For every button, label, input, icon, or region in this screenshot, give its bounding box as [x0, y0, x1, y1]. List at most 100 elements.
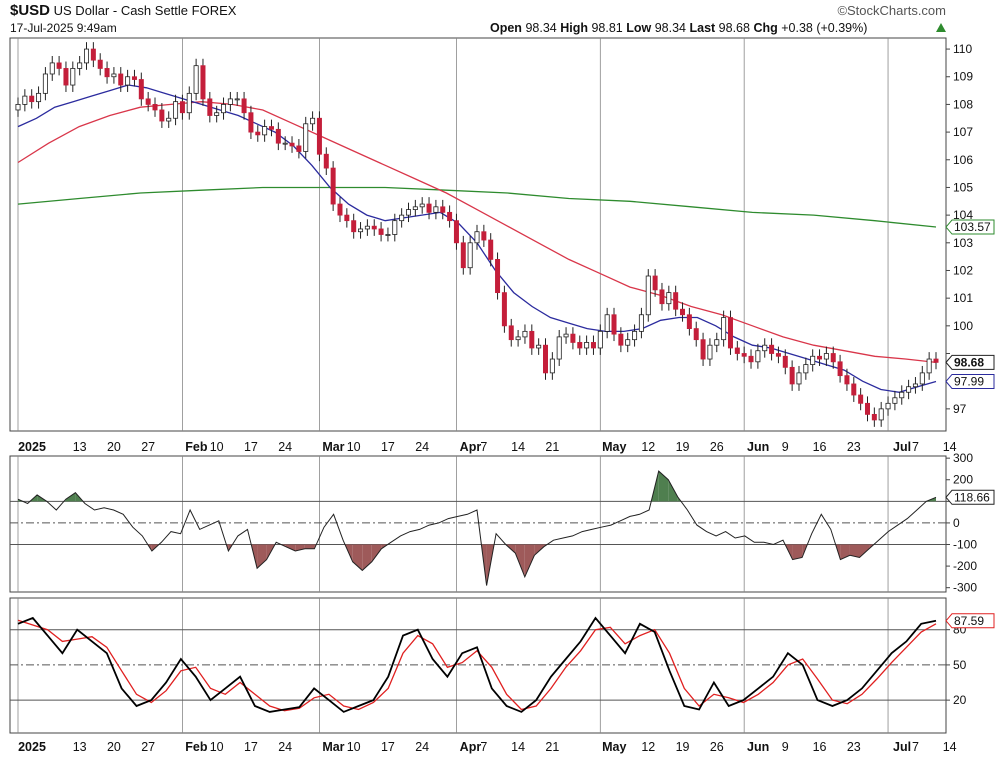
candle-body: [789, 366, 795, 385]
x-tick-label: 26: [710, 440, 724, 454]
x-tick-label: Feb: [185, 440, 208, 454]
candle: [358, 222, 364, 239]
x-tick-label: 24: [415, 440, 429, 454]
candle: [673, 285, 679, 317]
candle: [296, 139, 302, 159]
candle: [666, 285, 672, 311]
cci-y-tick-label: -200: [953, 559, 977, 573]
cci-last-tag-text: 118.66: [954, 490, 990, 504]
candle: [159, 103, 165, 128]
candle: [810, 349, 816, 372]
candle-body: [15, 104, 21, 111]
candle: [234, 91, 240, 106]
chart-datetime: 17-Jul-2025 9:49am: [10, 21, 117, 35]
candle-body: [673, 292, 679, 310]
candle-body: [358, 228, 364, 233]
candle-body: [919, 372, 925, 385]
candle: [625, 332, 631, 353]
x-tick-label: 9: [782, 440, 789, 454]
candle-body: [769, 344, 775, 354]
cci-last-tag: 118.66: [945, 489, 995, 505]
candle-body: [84, 48, 90, 64]
x-tick-label: 17: [381, 440, 395, 454]
x-tick-label: 17: [244, 440, 258, 454]
candle: [227, 91, 233, 112]
x-tick-label-bottom: May: [602, 740, 626, 754]
candle-body: [36, 92, 42, 103]
candle-body: [817, 355, 823, 360]
candle: [789, 360, 795, 391]
candle-body: [131, 76, 137, 80]
candle: [919, 365, 925, 391]
candle: [885, 396, 891, 416]
candle-body: [262, 126, 268, 136]
last-price-tag: 98.68: [945, 354, 995, 370]
candle-body: [351, 220, 357, 233]
x-tick-label: 20: [107, 440, 121, 454]
candle: [734, 341, 740, 361]
candle-body: [577, 342, 583, 349]
candle: [97, 53, 103, 76]
candle: [70, 61, 76, 92]
open-value: 98.34: [525, 21, 557, 35]
cci-negative-fill: [257, 544, 267, 569]
cci-y-tick-label: 200: [953, 473, 973, 487]
candle: [385, 227, 391, 242]
y-tick-label: 105: [953, 180, 973, 194]
candle-body: [77, 62, 83, 69]
cci-negative-fill: [371, 544, 382, 562]
candle-body: [501, 292, 507, 327]
x-tick-label-bottom: 17: [381, 740, 395, 754]
y-tick-label: 102: [953, 263, 973, 277]
cci-y-tick-label: -300: [953, 581, 977, 595]
ohlc-readout: Open 98.34 High 98.81 Low 98.34 Last 98.…: [490, 21, 868, 35]
candle-body: [851, 383, 857, 396]
candle: [769, 338, 775, 361]
candle: [268, 119, 274, 137]
candle: [618, 327, 624, 353]
candle: [837, 354, 843, 383]
candle: [659, 282, 665, 311]
candle: [36, 86, 42, 109]
candle-body: [241, 98, 247, 114]
candle-body: [159, 109, 165, 122]
candle-body: [570, 333, 576, 343]
x-tick-label: Jul: [893, 440, 911, 454]
candle-body: [543, 344, 549, 374]
ma-mid-line: [17, 101, 937, 364]
candle: [858, 388, 864, 411]
candle: [412, 199, 418, 217]
candle-body: [899, 391, 905, 399]
candle-body: [748, 355, 754, 363]
candle: [632, 324, 638, 347]
candle: [912, 377, 918, 394]
candle: [378, 222, 384, 242]
candle: [125, 69, 131, 92]
x-tick-label-bottom: Apr: [460, 740, 482, 754]
candle-body: [522, 330, 528, 338]
x-tick-label-bottom: 9: [782, 740, 789, 754]
candle-body: [371, 225, 377, 230]
candle-body: [563, 333, 569, 338]
candle-body: [303, 123, 309, 152]
cci-y-tick-label: -100: [953, 538, 977, 552]
candle-body: [632, 330, 638, 341]
y-tick-label: 100: [953, 319, 973, 333]
candle-body: [481, 231, 487, 241]
candle-body: [584, 342, 590, 349]
candle: [330, 161, 336, 211]
candle-body: [803, 364, 809, 374]
candle-body: [618, 333, 624, 346]
candle: [762, 338, 768, 358]
candle-body: [255, 131, 261, 136]
candle-body: [200, 65, 206, 100]
candle-body: [878, 408, 884, 421]
candle-body: [344, 214, 350, 222]
x-tick-label-bottom: 10: [347, 740, 361, 754]
candle: [42, 67, 48, 101]
candle-body: [173, 101, 179, 119]
candle: [563, 327, 569, 344]
candle: [179, 94, 185, 120]
candle: [426, 197, 432, 220]
